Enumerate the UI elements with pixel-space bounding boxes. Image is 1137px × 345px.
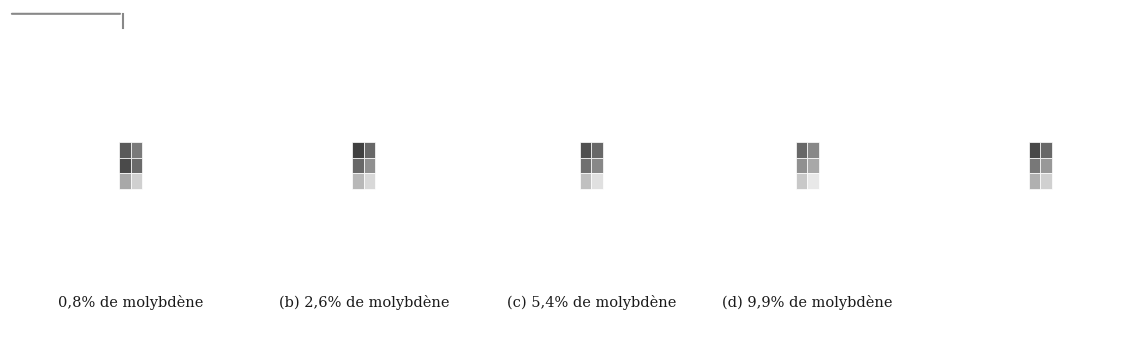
Bar: [131, 142, 142, 158]
Bar: [1040, 142, 1052, 158]
Bar: [796, 173, 807, 189]
Bar: [364, 158, 375, 173]
Bar: [119, 173, 131, 189]
Bar: [352, 142, 364, 158]
Bar: [352, 158, 364, 173]
Bar: [807, 158, 819, 173]
Bar: [1029, 142, 1040, 158]
Bar: [352, 173, 364, 189]
Bar: [364, 173, 375, 189]
Bar: [1029, 158, 1040, 173]
Bar: [796, 158, 807, 173]
Text: (c) 5,4% de molybdène: (c) 5,4% de molybdène: [507, 296, 675, 311]
Bar: [1040, 158, 1052, 173]
Bar: [796, 142, 807, 158]
Bar: [591, 173, 603, 189]
Bar: [119, 142, 131, 158]
Bar: [580, 142, 591, 158]
Bar: [807, 173, 819, 189]
Bar: [807, 142, 819, 158]
Text: (b) 2,6% de molybdène: (b) 2,6% de molybdène: [279, 296, 449, 311]
Bar: [580, 173, 591, 189]
Text: 0,8% de molybdène: 0,8% de molybdène: [58, 296, 204, 311]
Bar: [591, 158, 603, 173]
Text: (d) 9,9% de molybdène: (d) 9,9% de molybdène: [722, 296, 893, 311]
Bar: [591, 142, 603, 158]
Bar: [580, 158, 591, 173]
Bar: [131, 173, 142, 189]
Bar: [131, 158, 142, 173]
Bar: [119, 158, 131, 173]
Bar: [1029, 173, 1040, 189]
Bar: [1040, 173, 1052, 189]
Bar: [364, 142, 375, 158]
